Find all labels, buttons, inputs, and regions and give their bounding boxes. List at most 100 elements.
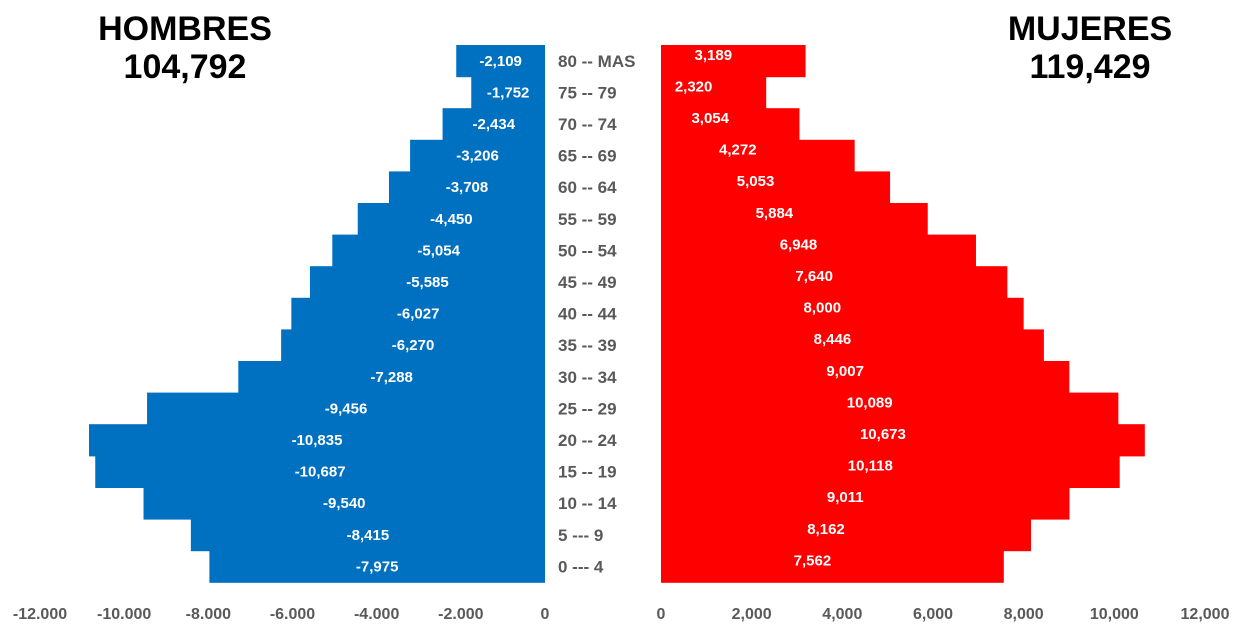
- men-value-label: -2,434: [473, 116, 516, 133]
- men-bar: [95, 455, 545, 488]
- women-bar: [661, 203, 928, 236]
- men-value-label: -10,835: [292, 432, 343, 449]
- men-value-label: -6,027: [397, 306, 440, 323]
- women-value-label: 8,000: [804, 300, 842, 317]
- women-bar: [661, 392, 1119, 425]
- age-group-label: 45 -- 49: [558, 273, 617, 292]
- age-group-label: 10 -- 14: [558, 494, 617, 513]
- right-axis-tick-label: 0: [657, 606, 666, 623]
- women-value-label: 2,320: [675, 78, 713, 95]
- women-value-label: 10,118: [848, 458, 893, 475]
- men-value-label: -1,752: [487, 84, 530, 101]
- men-bar: [281, 329, 545, 362]
- women-value-label: 6,948: [780, 236, 818, 253]
- men-bar: [238, 361, 545, 394]
- men-header: HOMBRES 104,792: [60, 10, 310, 86]
- men-value-label: -10,687: [295, 464, 346, 481]
- age-group-label: 0 --- 4: [558, 557, 604, 576]
- men-bar: [309, 266, 545, 299]
- left-axis-tick-label: -10.000: [97, 606, 151, 623]
- men-bar: [209, 550, 545, 583]
- age-group-label: 15 -- 19: [558, 463, 617, 482]
- men-bar: [410, 139, 545, 172]
- women-value-label: 7,640: [795, 268, 833, 285]
- left-axis-tick-label: -2.000: [438, 606, 483, 623]
- women-value-label: 4,272: [719, 142, 757, 159]
- women-value-label: 9,011: [827, 489, 864, 506]
- women-value-label: 9,007: [826, 363, 864, 380]
- women-bar: [661, 171, 891, 204]
- age-group-label: 30 -- 34: [558, 368, 617, 387]
- men-bar: [332, 234, 545, 267]
- left-axis-tick-label: -8.000: [186, 606, 231, 623]
- women-value-label: 8,446: [814, 331, 852, 348]
- women-title: MUJERES: [1007, 10, 1173, 48]
- men-value-label: -4,450: [430, 211, 473, 228]
- women-value-label: 8,162: [807, 521, 845, 538]
- men-value-label: -3,206: [456, 148, 499, 165]
- women-header: MUJERES 119,429: [960, 10, 1220, 86]
- women-bar: [661, 329, 1044, 362]
- right-axis-tick-label: 4,000: [822, 606, 862, 623]
- men-bar: [388, 171, 545, 204]
- women-bar: [661, 361, 1070, 394]
- age-group-label: 55 -- 59: [558, 210, 617, 229]
- women-bar: [661, 487, 1070, 520]
- men-bar: [471, 76, 545, 109]
- men-bar: [190, 519, 545, 552]
- right-axis-tick-label: 8,000: [1004, 606, 1044, 623]
- women-bar: [661, 297, 1024, 330]
- men-bar: [442, 108, 545, 141]
- age-group-label: 75 -- 79: [558, 83, 617, 102]
- age-group-label: 65 -- 69: [558, 147, 617, 166]
- age-group-label: 70 -- 74: [558, 115, 617, 134]
- women-bar: [661, 266, 1008, 299]
- right-axis-tick-label: 6,000: [913, 606, 953, 623]
- women-bar: [661, 108, 800, 141]
- age-group-label: 25 -- 29: [558, 399, 617, 418]
- men-bar: [291, 297, 545, 330]
- men-value-label: -7,975: [356, 558, 399, 575]
- women-bar: [661, 234, 976, 267]
- age-group-label: 35 -- 39: [558, 336, 617, 355]
- men-bar: [357, 203, 545, 236]
- women-value-label: 7,562: [794, 552, 832, 569]
- women-total: 119,429: [1029, 48, 1151, 86]
- men-value-label: -9,456: [325, 400, 368, 417]
- women-bar: [661, 76, 767, 109]
- men-value-label: -9,540: [323, 495, 366, 512]
- women-bar: [661, 455, 1120, 488]
- left-axis-tick-label: 0: [541, 606, 550, 623]
- women-value-label: 10,673: [860, 426, 906, 443]
- women-bar: [661, 519, 1032, 552]
- women-bar: [661, 139, 855, 172]
- men-value-label: -7,288: [370, 369, 413, 386]
- men-value-label: -8,415: [347, 527, 390, 544]
- right-axis-tick-label: 2,000: [732, 606, 772, 623]
- men-value-label: -2,109: [479, 53, 522, 70]
- women-value-label: 5,053: [737, 173, 775, 190]
- women-value-label: 5,884: [756, 205, 794, 222]
- women-bar: [661, 45, 806, 78]
- men-bar: [147, 392, 545, 425]
- men-total: 104,792: [123, 48, 247, 86]
- left-axis-tick-label: -4.000: [354, 606, 399, 623]
- age-group-label: 60 -- 64: [558, 178, 617, 197]
- men-value-label: -5,585: [406, 274, 449, 291]
- men-value-label: -3,708: [446, 179, 489, 196]
- right-axis-tick-label: 12,000: [1181, 606, 1230, 623]
- men-bar: [456, 45, 545, 78]
- women-bar: [661, 550, 1004, 583]
- women-value-label: 10,089: [847, 394, 893, 411]
- left-axis-tick-label: -6.000: [270, 606, 315, 623]
- men-bar: [89, 424, 545, 457]
- age-group-label: 5 --- 9: [558, 526, 603, 545]
- men-title: HOMBRES: [98, 10, 272, 48]
- women-value-label: 3,189: [695, 47, 733, 64]
- women-value-label: 3,054: [691, 110, 729, 127]
- age-group-label: 80 -- MAS: [558, 52, 635, 71]
- men-value-label: -5,054: [417, 242, 460, 259]
- right-axis-tick-label: 10,000: [1090, 606, 1139, 623]
- age-group-label: 50 -- 54: [558, 241, 617, 260]
